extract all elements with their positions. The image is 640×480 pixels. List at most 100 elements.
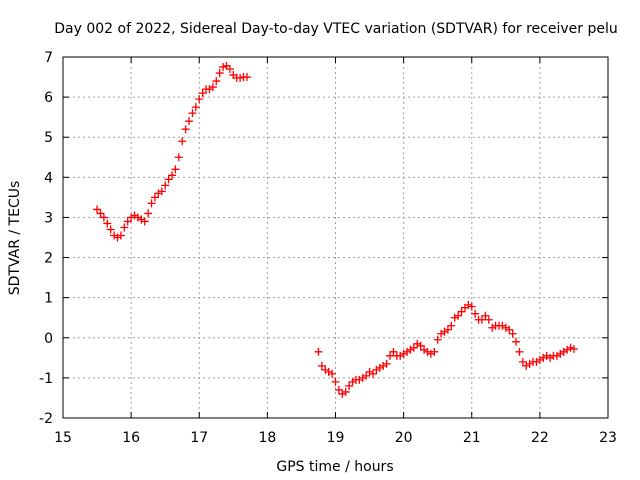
data-point [116,231,125,240]
data-point [198,89,207,98]
y-tick-label: 2 [44,251,53,267]
data-point [569,345,578,354]
data-point [450,313,459,322]
data-point [454,311,463,320]
y-tick-labels: -2 -1 0 1 2 3 4 5 6 7 [39,50,53,427]
data-point [484,315,493,324]
data-point [437,329,446,338]
data-point [133,213,142,222]
y-tick-label: 6 [44,90,53,106]
data-point [157,187,166,196]
data-point [389,347,398,356]
data-point [430,347,439,356]
data-point [345,381,354,390]
data-point [362,371,371,380]
data-point [512,337,521,346]
data-point [477,315,486,324]
data-point [314,347,323,356]
y-tick-label: 7 [44,50,53,66]
data-point [168,171,176,180]
x-tick-label: 22 [531,430,549,446]
data-point [406,345,415,354]
data-point [396,351,405,360]
data-point [331,377,340,386]
data-point [413,339,422,348]
data-point [154,189,163,198]
data-point [365,367,374,376]
data-point [382,359,391,368]
data-point [242,73,251,82]
data-point [236,73,245,82]
data-point [546,353,555,362]
x-tick-label: 20 [395,430,413,446]
data-point [191,103,200,112]
data-point [127,213,136,222]
data-point [515,347,524,356]
data-point [185,117,194,126]
data-point [447,321,456,330]
data-point [426,349,435,358]
x-axis-label: GPS time / hours [276,459,393,475]
data-point [379,361,388,370]
axis-ticks [62,56,609,419]
data-point [212,77,221,86]
data-point [563,345,572,354]
data-point [457,307,466,316]
data-point [225,65,234,74]
data-point [532,357,541,366]
data-point [137,215,146,224]
data-point [539,353,548,362]
data-point [123,217,132,226]
data-point [174,153,183,162]
data-point [188,109,197,118]
data-point [355,375,364,384]
data-point [443,325,452,334]
data-point [144,209,153,218]
data-point [552,351,561,360]
x-tick-label: 19 [327,430,345,446]
data-point [368,369,377,378]
data-point [178,137,187,146]
y-tick-label: -1 [39,371,53,387]
x-tick-label: 16 [122,430,140,446]
data-point [161,181,170,190]
data-point [150,193,159,202]
grid-lines [63,57,608,418]
x-tick-label: 21 [463,430,481,446]
data-point [399,349,408,358]
y-tick-label: 1 [44,291,53,307]
data-point [420,345,429,354]
x-tick-labels: 15 16 17 18 19 20 21 22 23 [54,430,617,446]
data-point [205,85,214,94]
data-point [423,347,432,356]
data-point [140,217,149,226]
data-point [215,69,224,78]
data-point [171,165,180,174]
data-point [471,309,480,318]
data-point [467,302,476,311]
data-point [556,349,565,358]
data-point [409,343,418,352]
x-tick-label: 15 [54,430,72,446]
data-point [321,365,330,374]
data-point [334,385,343,394]
data-point [433,335,442,344]
data-point [338,389,347,398]
x-tick-label: 17 [190,430,208,446]
data-point [208,83,217,92]
data-point [147,199,156,208]
chart-title: Day 002 of 2022, Sidereal Day-to-day VTE… [54,21,617,37]
data-point [481,311,490,320]
data-point [535,355,544,364]
data-point [498,321,507,330]
data-point [403,347,412,356]
data-point [164,175,173,184]
data-point [181,125,190,134]
data-point [358,373,367,382]
data-point [219,63,228,72]
data-point [525,359,534,368]
data-point [317,361,326,370]
data-point [488,323,497,332]
data-point [106,225,115,234]
x-tick-label: 23 [599,430,617,446]
